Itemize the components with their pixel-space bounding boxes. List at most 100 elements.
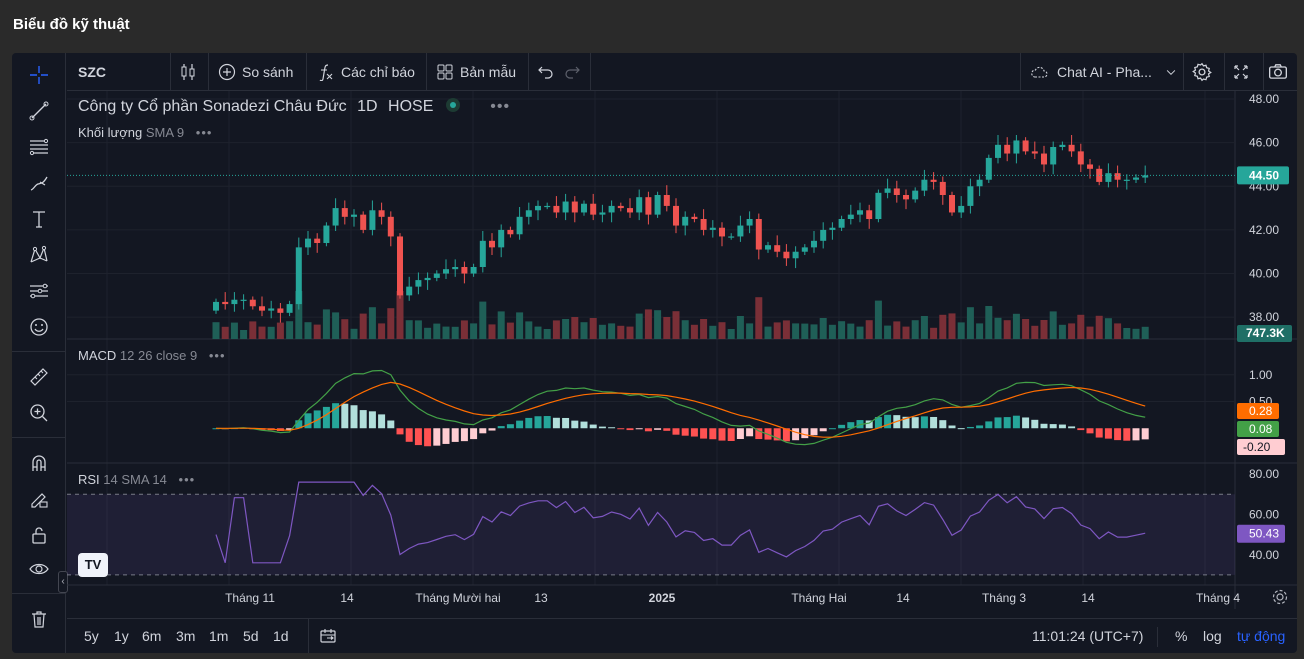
volume-bar — [626, 326, 634, 339]
templates-label: Bản mẫu — [460, 64, 517, 80]
undo-button[interactable] — [537, 53, 561, 91]
range-3m[interactable]: 3m — [176, 628, 196, 644]
candle-body — [461, 267, 468, 274]
text-tool-icon[interactable] — [23, 205, 55, 233]
crosshair-tool-icon[interactable] — [23, 61, 55, 89]
volume-bar — [479, 301, 487, 339]
symbol-search-button[interactable]: SZC — [78, 64, 106, 80]
pattern-tool-icon[interactable] — [23, 241, 55, 269]
volume-bar — [976, 323, 984, 339]
fullscreen-button[interactable] — [1232, 53, 1256, 91]
volume-bar — [718, 322, 726, 339]
candle-body — [912, 190, 919, 200]
volume-more-button[interactable]: ••• — [195, 125, 213, 140]
candle-body — [360, 214, 367, 230]
auto-scale-toggle[interactable]: tự động — [1237, 628, 1286, 644]
candle-body — [875, 192, 882, 219]
candle-body — [498, 229, 505, 248]
candle-body — [801, 247, 808, 252]
volume-bar — [654, 310, 662, 339]
brush-tool-icon[interactable] — [23, 169, 55, 197]
macd-histogram-bar — [838, 424, 846, 429]
candle-body — [783, 251, 790, 259]
macd-histogram-bar — [580, 421, 588, 429]
range-5d[interactable]: 5d — [243, 628, 259, 644]
volume-bar — [782, 320, 790, 339]
candle-body — [700, 219, 707, 230]
volume-bar — [433, 323, 441, 339]
settings-button[interactable] — [1192, 53, 1218, 91]
eye-icon[interactable] — [23, 555, 55, 583]
candle-body — [397, 236, 403, 296]
snapshot-button[interactable] — [1267, 53, 1295, 91]
macd-histogram-bar — [1095, 428, 1103, 438]
macd-histogram-bar — [534, 416, 542, 429]
volume-bar — [957, 322, 965, 339]
lock-drawings-pencil-icon[interactable] — [23, 485, 55, 513]
candle-body — [866, 210, 873, 219]
candle-body — [673, 205, 679, 226]
clock-timezone[interactable]: 11:01:24 (UTC+7) — [1032, 628, 1144, 644]
range-1y[interactable]: 1y — [114, 628, 129, 644]
chart-area[interactable]: 48.00 46.00 44.00 42.00 40.00 38.00 44.50 747.3… — [67, 91, 1297, 609]
volume-bar — [525, 321, 533, 339]
grid-icon — [437, 64, 453, 80]
macd-histogram-bar — [396, 428, 404, 435]
emoji-icon[interactable] — [23, 313, 55, 341]
macd-histogram-bar — [589, 424, 597, 429]
macd-histogram-bar — [470, 428, 478, 440]
macd-histogram-bar — [295, 420, 303, 429]
volume-bar — [1031, 325, 1039, 339]
chart-canvas[interactable]: 48.0046.0044.0042.0040.0038.0044.50747.3… — [67, 91, 1297, 609]
volume-bar — [286, 321, 294, 339]
candle-body — [571, 201, 578, 213]
collapse-toolbar-button[interactable]: ‹ — [58, 571, 68, 593]
volume-bar — [884, 325, 892, 339]
volume-bar — [1049, 311, 1057, 339]
trendline-tool-icon[interactable] — [23, 97, 55, 125]
volume-bar — [755, 297, 763, 339]
chat-ai-dropdown[interactable]: Chat AI - Pha... — [1027, 53, 1184, 91]
magnet-icon[interactable] — [23, 449, 55, 477]
candle-body — [222, 301, 229, 305]
time-axis-tick: 14 — [1081, 591, 1095, 605]
macd-histogram-bar — [874, 417, 882, 429]
trash-icon[interactable] — [23, 605, 55, 633]
prediction-tool-icon[interactable] — [23, 277, 55, 305]
volume-bar — [911, 320, 919, 339]
legend-more-button[interactable]: ••• — [490, 98, 511, 115]
log-scale-toggle[interactable]: log — [1203, 628, 1222, 644]
unlock-icon[interactable] — [23, 521, 55, 549]
date-range-button[interactable] — [319, 628, 337, 646]
zoom-in-icon[interactable] — [23, 399, 55, 427]
range-1d[interactable]: 1d — [273, 628, 289, 644]
gear-teeth — [1272, 589, 1288, 605]
rsi-axis-tick: 60.00 — [1249, 507, 1279, 521]
candle-body — [829, 227, 836, 230]
range-1m[interactable]: 1m — [209, 628, 229, 644]
percent-scale-toggle[interactable]: % — [1175, 628, 1188, 644]
range-6m[interactable]: 6m — [142, 628, 162, 644]
macd-label: MACD — [78, 348, 117, 363]
rsi-axis-tick: 40.00 — [1249, 548, 1279, 562]
chart-type-button[interactable] — [179, 53, 203, 91]
candle-body — [921, 179, 928, 191]
candle-body — [636, 197, 643, 213]
redo-button[interactable] — [563, 53, 587, 91]
macd-histogram-bar — [801, 428, 809, 439]
ruler-icon[interactable] — [23, 363, 55, 391]
range-5y[interactable]: 5y — [84, 628, 99, 644]
rsi-more-button[interactable]: ••• — [178, 472, 196, 487]
fib-retracement-icon[interactable] — [23, 133, 55, 161]
compare-button[interactable]: So sánh — [218, 53, 293, 91]
market-status-icon — [445, 98, 460, 112]
indicators-button[interactable]: Các chỉ báo — [317, 53, 415, 91]
candle-body — [452, 267, 459, 270]
macd-more-button[interactable]: ••• — [208, 348, 226, 363]
macd-histogram-bar — [1141, 428, 1149, 440]
candle-body — [1077, 151, 1084, 165]
volume-bar — [764, 326, 772, 339]
templates-button[interactable]: Bản mẫu — [436, 53, 516, 91]
candle-body — [765, 245, 771, 250]
candle-body — [930, 179, 937, 182]
